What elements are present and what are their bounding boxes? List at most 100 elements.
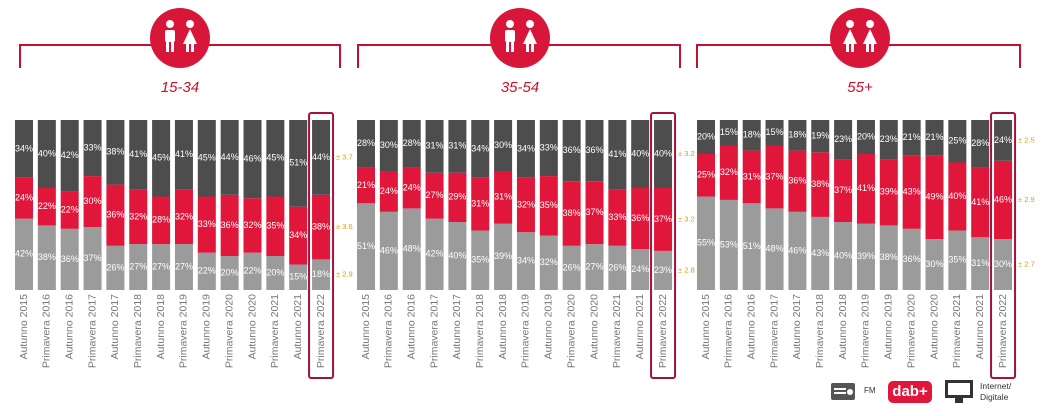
bar-segment — [856, 120, 875, 154]
data-label: 22% — [198, 266, 216, 276]
data-label: 37% — [766, 171, 784, 181]
bar-segment — [494, 223, 513, 290]
data-label: 38% — [563, 208, 581, 218]
bar-segment — [494, 171, 513, 224]
data-label: 27% — [152, 261, 170, 271]
bar-segment — [220, 194, 239, 256]
x-tick-label: Primavera 2020 — [565, 294, 577, 368]
data-label: 36% — [106, 210, 124, 220]
x-tick-label: Autunno 2016 — [745, 294, 757, 360]
bar-segment — [562, 120, 581, 182]
bar-segment — [585, 120, 604, 182]
bar-segment — [994, 120, 1013, 161]
bar-segment — [152, 196, 171, 245]
data-label: 30% — [380, 140, 398, 150]
data-label: 43% — [903, 187, 921, 197]
bar-segment — [585, 244, 604, 290]
data-label: 38% — [106, 147, 124, 157]
bar-segment — [788, 211, 807, 290]
data-label: 53% — [720, 239, 738, 249]
bar-segment — [402, 167, 421, 209]
bar-segment — [379, 120, 398, 171]
bar-segment — [289, 120, 308, 207]
data-label: 38% — [880, 252, 898, 262]
bar-segment — [948, 162, 967, 231]
bar-segment — [197, 120, 216, 197]
data-label: 36% — [221, 220, 239, 230]
margin-annotation: ± 3.6 — [336, 222, 353, 231]
margin-annotation: ± 2.8 — [678, 265, 695, 274]
x-tick-label: Primavera 2022 — [315, 294, 327, 368]
bar-segment — [106, 245, 125, 290]
data-label: 27% — [175, 261, 193, 271]
data-label: 31% — [471, 199, 489, 209]
data-label: 18% — [743, 130, 761, 140]
bar-segment — [879, 225, 898, 290]
bar-segment — [174, 244, 193, 290]
data-label: 34% — [517, 255, 535, 265]
bar-segment — [925, 155, 944, 239]
bar-segment — [289, 264, 308, 290]
data-label: 30% — [494, 140, 512, 150]
data-label: 33% — [540, 142, 558, 152]
data-label: 51% — [289, 158, 307, 168]
bar-segment — [879, 159, 898, 226]
bar-segment — [516, 232, 535, 290]
margin-annotation: ± 2.5 — [1018, 135, 1035, 144]
data-label: 40% — [654, 148, 672, 158]
data-label: 32% — [720, 167, 738, 177]
data-label: 28% — [357, 138, 375, 148]
data-label: 32% — [129, 211, 147, 221]
bar-segment — [471, 230, 490, 290]
legend-label: dab+ — [892, 383, 928, 400]
bar-segment — [448, 120, 467, 173]
data-label: 45% — [152, 153, 170, 163]
bar-segment — [516, 177, 535, 233]
data-label: 22% — [243, 266, 261, 276]
data-label: 31% — [743, 171, 761, 181]
x-tick-label: Autunno 2021 — [292, 294, 304, 360]
bar-segment — [608, 189, 627, 246]
x-tick-label: Primavera 2017 — [768, 294, 780, 368]
data-label: 41% — [857, 183, 875, 193]
bar-segment — [106, 120, 125, 185]
bar-segment — [357, 120, 375, 168]
bar-segment — [631, 120, 650, 188]
bar-segment — [971, 120, 990, 168]
bar-segment — [742, 120, 761, 151]
x-tick-label: Autunno 2021 — [634, 294, 646, 360]
margin-annotation: ± 2.9 — [336, 270, 353, 279]
bar-segment — [834, 222, 853, 290]
x-tick-label: Primavera 2016 — [383, 294, 395, 368]
bar-segment — [266, 120, 285, 197]
data-label: 27% — [585, 261, 603, 271]
x-tick-label: Primavera 2019 — [520, 294, 532, 368]
data-label: 23% — [834, 134, 852, 144]
bar-segment — [879, 120, 898, 160]
bar-segment — [765, 120, 784, 146]
data-label: 40% — [38, 148, 56, 158]
data-label: 41% — [129, 149, 147, 159]
data-label: 46% — [994, 194, 1012, 204]
bar-segment — [562, 181, 581, 246]
bar-segment — [357, 167, 375, 204]
bar-segment — [448, 222, 467, 290]
data-label: 34% — [471, 143, 489, 153]
data-label: 40% — [631, 148, 649, 158]
margin-annotation: ± 3.2 — [678, 214, 695, 223]
data-label: 25% — [697, 170, 715, 180]
x-tick-label: Primavera 2022 — [657, 294, 669, 368]
data-label: 20% — [221, 267, 239, 277]
bar-segment — [719, 145, 738, 200]
bar-segment — [152, 120, 171, 197]
x-tick-label: Autunno 2015 — [700, 294, 712, 360]
data-label: 15% — [289, 272, 307, 282]
bar-segment — [243, 252, 262, 290]
bar-segment — [425, 218, 444, 290]
data-label: 37% — [654, 214, 672, 224]
data-label: 37% — [585, 207, 603, 217]
x-tick-label: Primavera 2016 — [723, 294, 735, 368]
data-label: 31% — [971, 258, 989, 268]
data-label: 45% — [198, 153, 216, 163]
